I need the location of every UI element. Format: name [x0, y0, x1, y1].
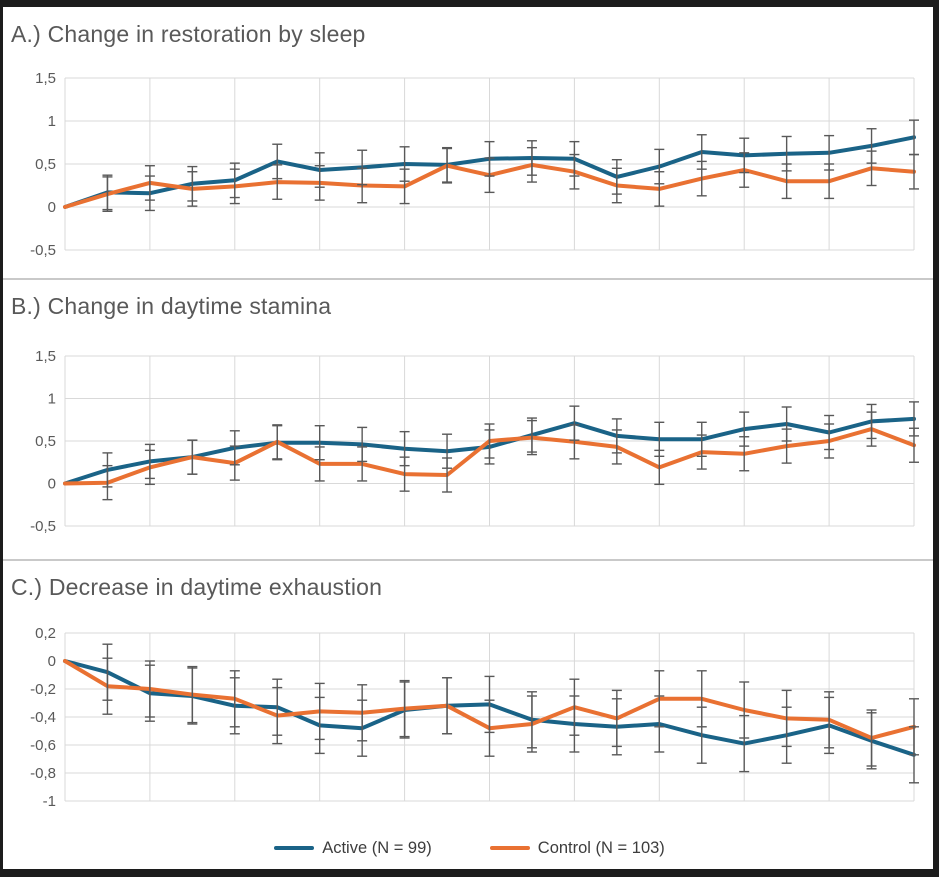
y-tick-label: 0,5 — [35, 433, 56, 450]
chart-c-plot: 0,2 0 -0,2 -0,4 -0,6 -0,8 -1 — [30, 625, 919, 810]
legend-swatch-control-line — [489, 845, 530, 851]
y-tick-label: 0 — [48, 199, 56, 216]
panel-c: 0,2 0 -0,2 -0,4 -0,6 -0,8 -1 C.) Decrease in d… — [0, 561, 939, 831]
y-tick-label: 1 — [48, 391, 56, 408]
y-tick-label: -1 — [43, 793, 56, 810]
y-tick-label: -0,8 — [30, 765, 56, 782]
frame-border-top — [0, 0, 939, 7]
y-tick-label: -0,2 — [30, 681, 56, 698]
y-tick-label: -0,4 — [30, 709, 56, 726]
chart-a-plot: 1,5 1 0,5 0 -0,5 — [30, 70, 919, 259]
legend-label-active: Active (N = 99) — [322, 838, 432, 857]
y-tick-label: -0,5 — [30, 518, 56, 535]
frame-border-bottom — [0, 869, 939, 877]
frame-border-left — [0, 0, 3, 877]
chart-b-plot: 1,5 1 0,5 0 -0,5 — [30, 348, 919, 535]
chart-title-b: B.) Change in daytime stamina — [11, 293, 332, 319]
legend-swatch-active-line — [274, 845, 315, 851]
chart-title-a: A.) Change in restoration by sleep — [11, 21, 366, 47]
error-bars-control — [102, 411, 919, 501]
panel-divider-2 — [0, 559, 939, 561]
legend: Active (N = 99) Control (N = 103) — [0, 830, 939, 866]
legend-item-control: Control (N = 103) — [489, 838, 665, 858]
y-tick-label: 0,2 — [35, 625, 56, 642]
y-tick-label: 1 — [48, 113, 56, 130]
y-tick-label: 0 — [48, 653, 56, 670]
y-tick-label: 1,5 — [35, 70, 56, 87]
error-bars-control — [102, 146, 919, 213]
y-tick-label: 0 — [48, 476, 56, 493]
y-tick-label: 1,5 — [35, 348, 56, 365]
frame-border-right — [933, 0, 939, 877]
y-tick-label: -0,6 — [30, 737, 56, 754]
y-tick-label: 0,5 — [35, 156, 56, 173]
panel-b: 1,5 1 0,5 0 -0,5 B.) Change in daytime stami… — [0, 280, 939, 559]
panel-a: 1,5 1 0,5 0 -0,5 A.) Change in restoration b… — [0, 8, 939, 278]
error-bars-control — [102, 657, 919, 767]
error-bars-active — [102, 119, 919, 212]
chart-title-c: C.) Decrease in daytime exhaustion — [11, 574, 383, 600]
legend-label-control: Control (N = 103) — [537, 838, 665, 857]
y-tick-label: -0,5 — [30, 242, 56, 259]
panel-divider-1 — [0, 278, 939, 280]
legend-item-active: Active (N = 99) — [274, 839, 432, 858]
